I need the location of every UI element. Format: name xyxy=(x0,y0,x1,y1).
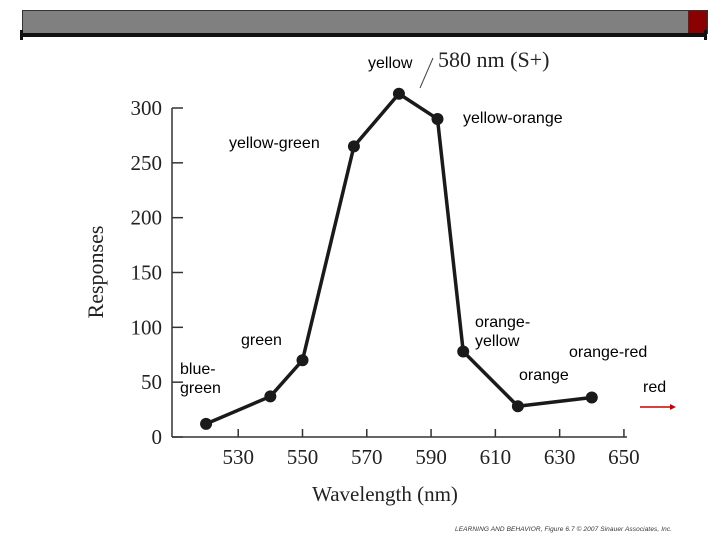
x-tick-label-570: 570 xyxy=(351,445,383,469)
annotation-yellow: yellow xyxy=(368,55,413,72)
data-point-580 xyxy=(392,87,405,100)
x-tick-label-650: 650 xyxy=(608,445,640,469)
data-point-592 xyxy=(431,112,444,125)
y-tick-label-250: 250 xyxy=(131,151,163,175)
data-point-600 xyxy=(457,345,470,358)
title-leader-line xyxy=(419,57,434,89)
annotation-orange-red: orange-red xyxy=(569,344,647,361)
x-tick-label-530: 530 xyxy=(222,445,254,469)
annotation-orange-yellow: orange- xyxy=(475,314,530,331)
annotation-blue-green: blue- xyxy=(180,361,216,378)
annotation-red: red xyxy=(643,379,666,396)
right-bracket xyxy=(704,30,707,40)
annotation-orange: orange xyxy=(519,367,569,384)
annotation-yellow-orange: yellow-orange xyxy=(463,110,563,127)
data-point-540 xyxy=(264,390,277,403)
chart-ticks: 0 50 100 150 200 250 300 530 550 570 590 610 630 650 xyxy=(131,96,640,469)
red-arrow-head xyxy=(670,404,676,410)
left-bracket xyxy=(20,30,23,40)
red-arrow xyxy=(640,404,676,410)
data-point-520 xyxy=(200,417,213,430)
chart-series xyxy=(200,87,598,430)
y-tick-label-200: 200 xyxy=(131,206,163,230)
data-point-566 xyxy=(347,140,360,153)
annotation-green: green xyxy=(241,332,282,349)
y-tick-label-100: 100 xyxy=(131,315,163,339)
x-axis-label: Wavelength (nm) xyxy=(312,482,458,506)
color-annotations: yellow yellow-orange yellow-green green blue… xyxy=(180,55,666,397)
annotation-blue-green-line2: green xyxy=(180,380,221,397)
x-tick-label-590: 590 xyxy=(415,445,447,469)
data-point-550 xyxy=(296,354,309,367)
annotation-orange-yellow-line2: yellow xyxy=(475,333,520,350)
chart-axes xyxy=(171,108,627,438)
y-tick-label-50: 50 xyxy=(141,370,162,394)
x-tick-label-610: 610 xyxy=(480,445,512,469)
y-axis-label: Responses xyxy=(83,226,108,319)
figure-credit: LEARNING AND BEHAVIOR, Figure 6.7 © 2007… xyxy=(455,526,673,533)
data-point-617 xyxy=(511,400,524,413)
y-tick-label-0: 0 xyxy=(152,425,163,449)
x-tick-label-630: 630 xyxy=(544,445,576,469)
y-tick-label-150: 150 xyxy=(131,261,163,285)
y-tick-label-300: 300 xyxy=(131,96,163,120)
data-point-640 xyxy=(585,391,598,404)
title-underline xyxy=(22,33,707,37)
x-tick-label-550: 550 xyxy=(287,445,319,469)
chart-title: 580 nm (S+) xyxy=(438,47,549,72)
chart-labels: 580 nm (S+) Wavelength (nm) Responses xyxy=(83,47,549,506)
annotation-yellow-green: yellow-green xyxy=(229,135,320,152)
